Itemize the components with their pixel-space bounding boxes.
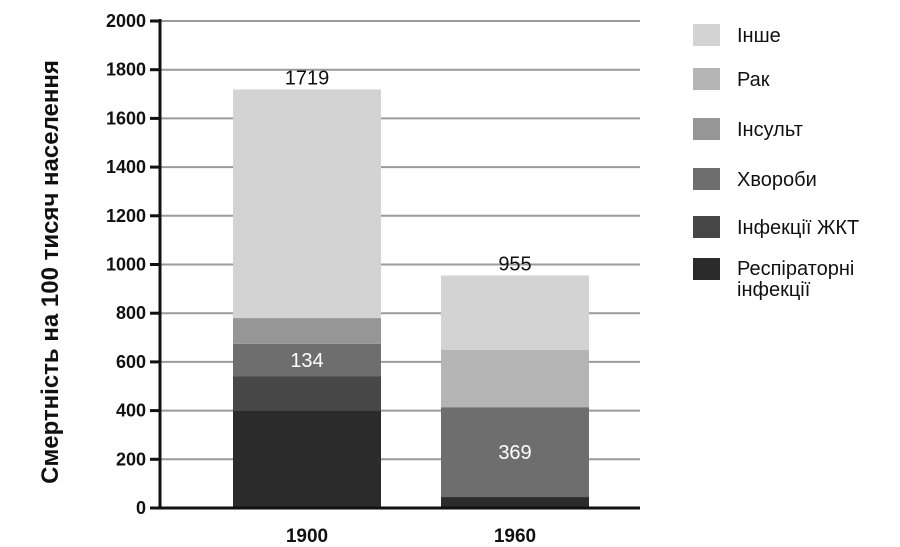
legend-label: Рак bbox=[737, 69, 770, 91]
bar-total-label: 955 bbox=[498, 253, 531, 275]
y-tick-label: 1400 bbox=[106, 157, 146, 177]
y-tick-label: 1600 bbox=[106, 108, 146, 128]
labels: 1900 1719 1960 955 134 369 Смертність на 100 т… bbox=[37, 60, 536, 547]
bar-segment-1960-4 bbox=[441, 349, 589, 408]
bar-segment-value-label: 369 bbox=[498, 442, 531, 464]
y-tick-label: 1800 bbox=[106, 60, 146, 80]
y-tick-label: 0 bbox=[136, 498, 146, 518]
bar-total-label: 1719 bbox=[285, 67, 330, 89]
bar-segment-1900-2 bbox=[233, 343, 381, 377]
legend-label: Хвороби bbox=[737, 169, 817, 191]
y-tick-label: 1000 bbox=[106, 255, 146, 275]
legend: Інше Рак Інсульт Хвороби Інфекції ЖКТ Респіра… bbox=[693, 24, 859, 301]
legend-swatch bbox=[693, 216, 720, 238]
legend-label: Інсульт bbox=[737, 119, 803, 141]
legend-label: Інфекції ЖКТ bbox=[737, 217, 859, 239]
legend-swatch bbox=[693, 68, 720, 90]
y-tick-label: 200 bbox=[116, 449, 146, 469]
legend-swatch bbox=[693, 258, 720, 280]
bars bbox=[233, 89, 589, 508]
bar-segment-value-label: 134 bbox=[290, 350, 323, 372]
legend-swatch bbox=[693, 24, 720, 46]
y-tick-label: 600 bbox=[116, 352, 146, 372]
legend-label: Респіраторні bbox=[737, 258, 854, 280]
legend-swatch bbox=[693, 118, 720, 140]
x-category-label: 1900 bbox=[286, 526, 328, 547]
y-tick-label: 800 bbox=[116, 303, 146, 323]
axes: 0 200 400 600 800 1000 1200 1400 1600 1800 2000 bbox=[106, 11, 640, 518]
bar-segment-1900-5 bbox=[233, 89, 381, 319]
y-tick-label: 2000 bbox=[106, 11, 146, 31]
bar-segment-1900-1 bbox=[233, 376, 381, 411]
legend-swatch bbox=[693, 168, 720, 190]
bar-segment-1900-3 bbox=[233, 318, 381, 344]
legend-label: Інше bbox=[737, 25, 781, 47]
x-category-label: 1960 bbox=[494, 526, 536, 547]
y-tick-label: 1200 bbox=[106, 206, 146, 226]
bar-segment-1960-2 bbox=[441, 407, 589, 498]
bar-segment-1960-5 bbox=[441, 275, 589, 350]
bar-segment-1900-0 bbox=[233, 410, 381, 508]
y-tick-label: 400 bbox=[116, 401, 146, 421]
bar-segment-1960-0 bbox=[441, 497, 589, 508]
legend-label: інфекції bbox=[737, 279, 811, 301]
y-axis-title: Смертність на 100 тисяч населення bbox=[37, 60, 64, 484]
